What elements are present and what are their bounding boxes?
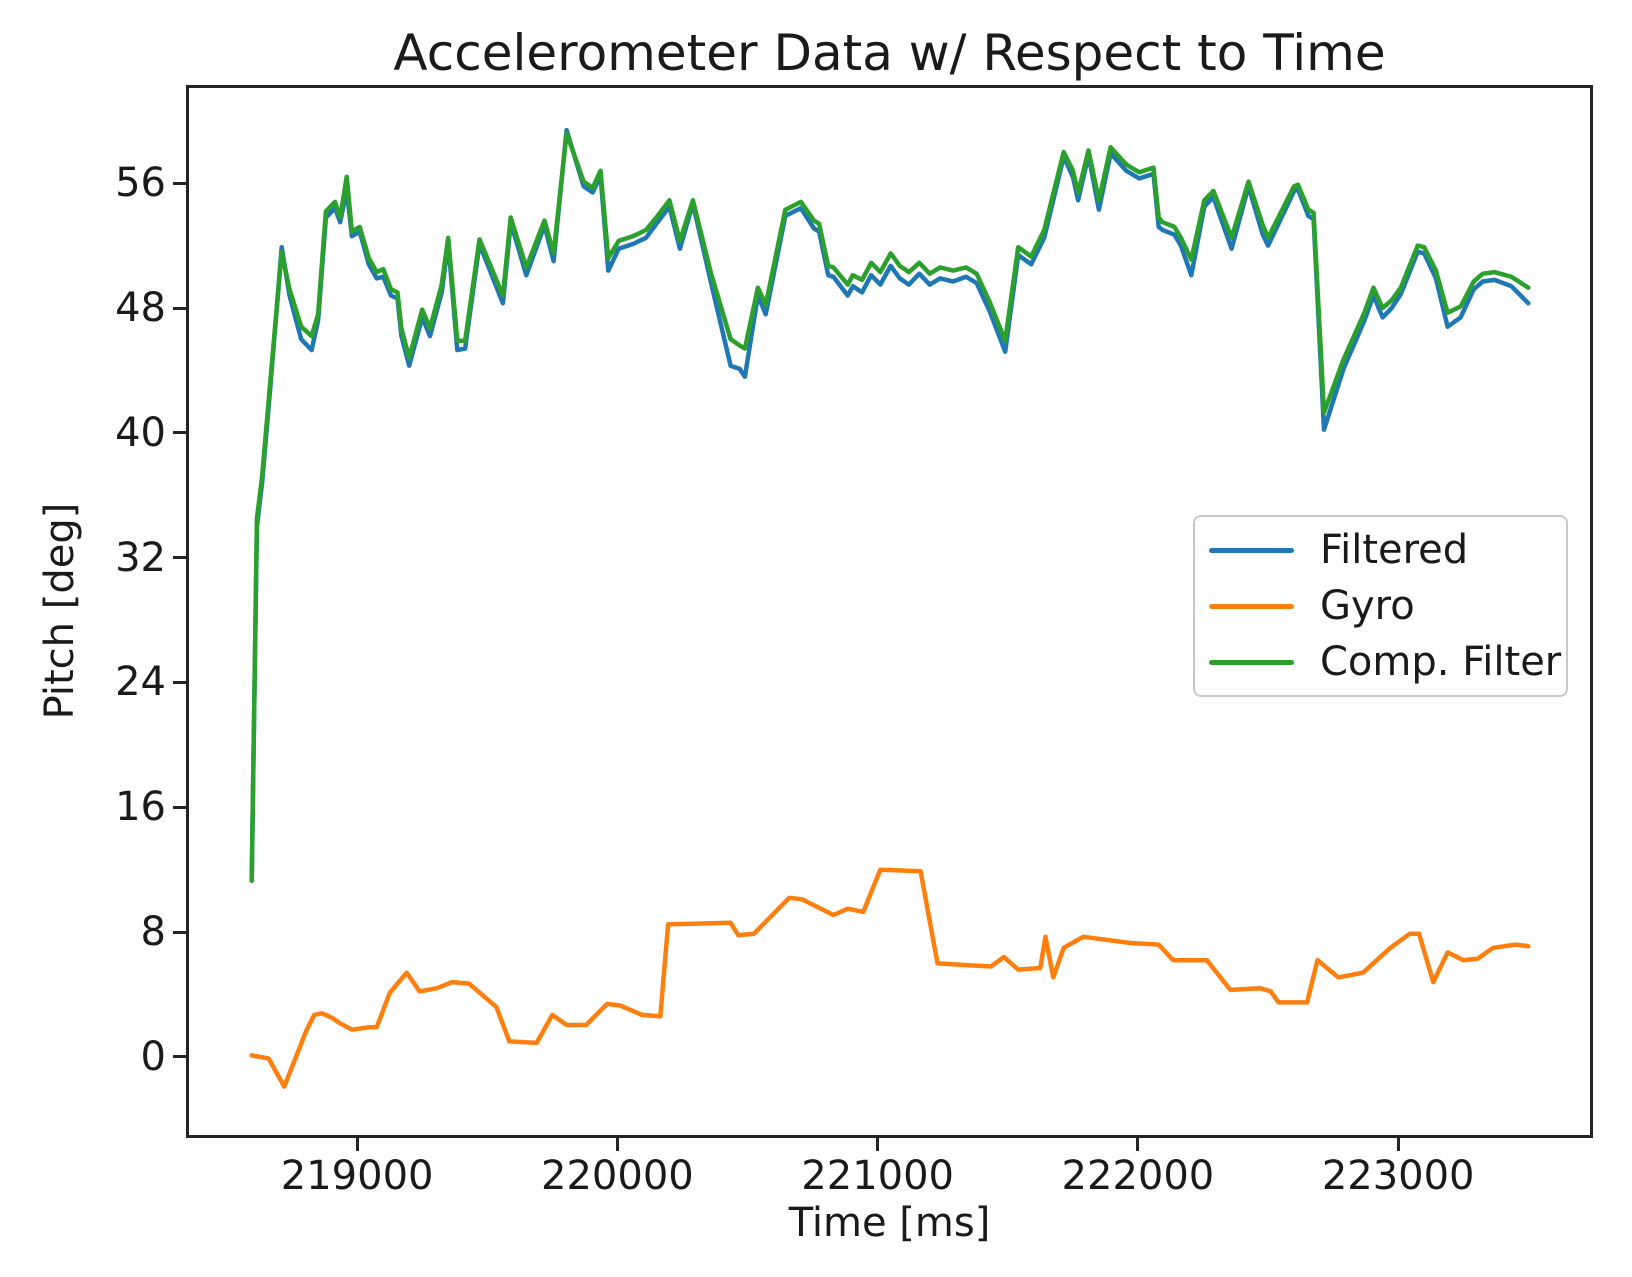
y-tick-label: 8 bbox=[140, 909, 166, 956]
x-tick-mark bbox=[876, 1138, 880, 1151]
x-tick-label: 223000 bbox=[1321, 1153, 1475, 1199]
x-tick-mark bbox=[1396, 1138, 1400, 1151]
x-axis-label: Time [ms] bbox=[788, 1200, 991, 1246]
y-tick-label: 24 bbox=[115, 659, 166, 706]
y-axis-label: Pitch [deg] bbox=[37, 502, 83, 720]
y-tick-mark bbox=[173, 930, 186, 934]
y-tick-label: 40 bbox=[115, 409, 166, 456]
y-tick-label: 48 bbox=[115, 285, 166, 331]
legend-label: Gyro bbox=[1320, 583, 1415, 629]
y-tick-label: 0 bbox=[140, 1033, 166, 1080]
chart-title: Accelerometer Data w/ Respect to Time bbox=[393, 24, 1386, 82]
y-tick-mark bbox=[173, 181, 186, 185]
legend-line-icon bbox=[1209, 603, 1294, 609]
x-tick-mark bbox=[1136, 1138, 1140, 1151]
legend-label: Comp. Filter bbox=[1320, 639, 1562, 685]
x-tick-label: 221000 bbox=[801, 1153, 954, 1199]
y-tick-label: 56 bbox=[115, 160, 166, 207]
series-line-filtered bbox=[249, 127, 1531, 883]
y-tick-mark bbox=[173, 680, 186, 684]
legend-line-icon bbox=[1209, 547, 1294, 553]
legend: Filtered Gyro Comp. Filter bbox=[1193, 515, 1568, 697]
legend-label: Filtered bbox=[1320, 527, 1469, 573]
x-tick-label: 222000 bbox=[1061, 1153, 1215, 1199]
x-tick-mark bbox=[355, 1138, 359, 1151]
legend-line-icon bbox=[1209, 659, 1294, 665]
y-tick-mark bbox=[173, 1055, 186, 1059]
legend-row: Gyro bbox=[1209, 583, 1566, 629]
series-line-gyro bbox=[249, 867, 1531, 1089]
y-tick-mark bbox=[173, 431, 186, 435]
x-tick-label: 220000 bbox=[541, 1153, 694, 1199]
chart-canvas bbox=[249, 127, 1531, 1089]
x-tick-mark bbox=[615, 1138, 619, 1151]
y-tick-label: 32 bbox=[115, 534, 166, 581]
y-tick-label: 16 bbox=[115, 784, 166, 831]
y-tick-mark bbox=[173, 805, 186, 809]
legend-row: Filtered bbox=[1209, 527, 1566, 573]
legend-row: Comp. Filter bbox=[1209, 639, 1566, 685]
x-tick-label: 219000 bbox=[280, 1153, 434, 1199]
series-line-comp-filter bbox=[249, 131, 1531, 883]
y-tick-mark bbox=[173, 306, 186, 310]
y-tick-mark bbox=[173, 556, 186, 560]
